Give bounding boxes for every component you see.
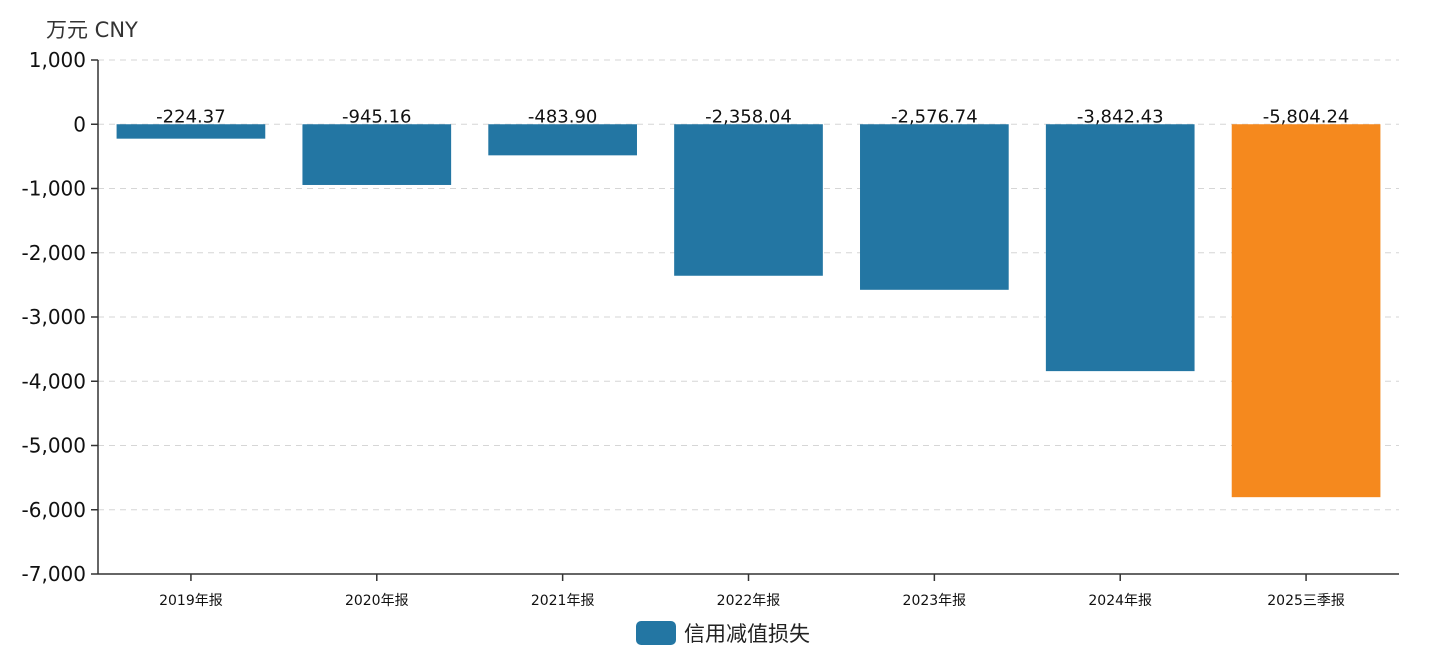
bar [488, 124, 637, 156]
bars [116, 124, 1381, 498]
y-tick-label: -1,000 [22, 177, 86, 201]
x-tick-label: 2019年报 [159, 593, 223, 609]
bar-value-label: -2,576.74 [891, 106, 978, 127]
bar [116, 124, 266, 139]
bar [860, 124, 1009, 290]
bar-value-label: -483.90 [528, 106, 597, 127]
legend-label: 信用减值损失 [684, 622, 810, 646]
y-tick-label: -4,000 [22, 369, 86, 393]
bar [1231, 124, 1381, 498]
bar-value-label: -5,804.24 [1263, 106, 1350, 127]
y-tick-label: -3,000 [22, 305, 86, 329]
bar-value-label: -2,358.04 [705, 106, 792, 127]
y-tick-label: 0 [73, 112, 86, 136]
unit-label: 万元 CNY [46, 18, 138, 42]
x-tick-label: 2020年报 [345, 593, 409, 609]
bar-value-label: -945.16 [342, 106, 411, 127]
axes: 1,000 0 -1,000 -2,000 -3,000 -4,000 -5,000 -6,0… [22, 48, 1399, 609]
y-tick-label: -7,000 [22, 562, 86, 586]
bar-value-label: -224.37 [156, 106, 225, 127]
bar [1045, 124, 1195, 372]
x-tick-label: 2024年报 [1088, 593, 1152, 609]
bar-value-label: -3,842.43 [1077, 106, 1164, 127]
y-tick-label: -2,000 [22, 241, 86, 265]
x-tick-label: 2025三季报 [1267, 593, 1345, 609]
bar [674, 124, 823, 276]
x-tick-label: 2022年报 [717, 593, 781, 609]
legend-swatch [636, 621, 676, 645]
y-tick-label: -6,000 [22, 498, 86, 522]
y-tick-label: -5,000 [22, 434, 86, 458]
y-tick-label: 1,000 [29, 48, 86, 72]
bar [302, 124, 452, 185]
x-tick-label: 2021年报 [531, 593, 595, 609]
legend[interactable]: 信用减值损失 [636, 618, 810, 648]
value-labels: -224.37 -945.16 -483.90 -2,358.04 -2,576.74 -… [156, 106, 1349, 127]
x-tick-label: 2023年报 [903, 593, 967, 609]
